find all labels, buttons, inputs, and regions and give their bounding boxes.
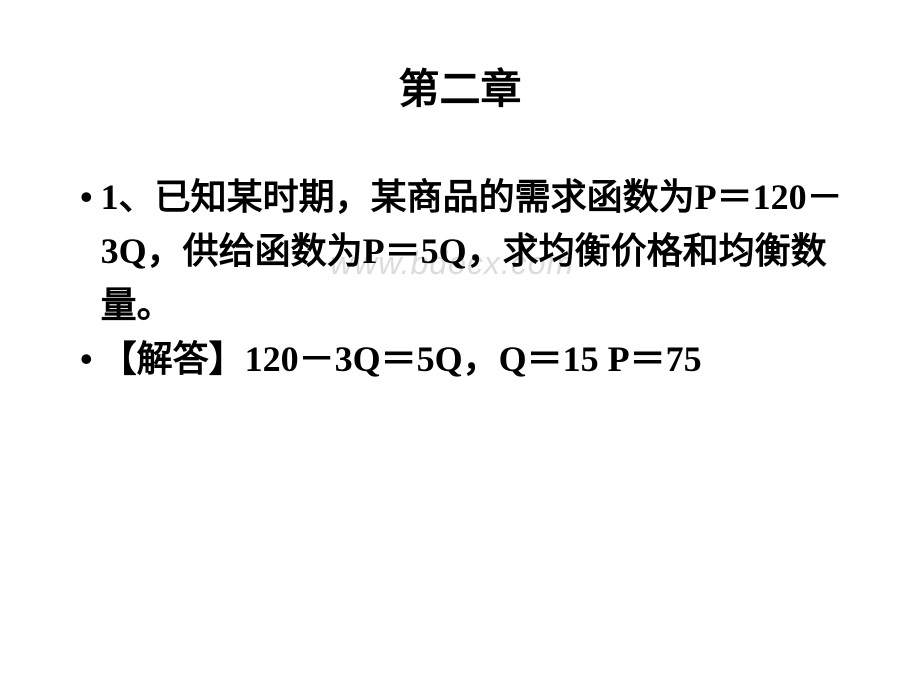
question-text: 1、已知某时期，某商品的需求函数为P＝120－3Q，供给函数为P＝5Q，求均衡价… bbox=[101, 170, 860, 332]
slide-container: www.bdocx.com 第二章 • 1、已知某时期，某商品的需求函数为P＝1… bbox=[0, 0, 920, 690]
bullet-marker: • bbox=[80, 170, 93, 224]
content-area: • 1、已知某时期，某商品的需求函数为P＝120－3Q，供给函数为P＝5Q，求均… bbox=[60, 170, 860, 386]
bullet-item: • 【解答】120－3Q＝5Q，Q＝15 P＝75 bbox=[80, 332, 860, 386]
bullet-marker: • bbox=[80, 332, 93, 386]
answer-text: 【解答】120－3Q＝5Q，Q＝15 P＝75 bbox=[101, 332, 702, 386]
chapter-title: 第二章 bbox=[60, 55, 860, 115]
content-wrapper: 第二章 • 1、已知某时期，某商品的需求函数为P＝120－3Q，供给函数为P＝5… bbox=[60, 55, 860, 386]
bullet-item: • 1、已知某时期，某商品的需求函数为P＝120－3Q，供给函数为P＝5Q，求均… bbox=[80, 170, 860, 332]
